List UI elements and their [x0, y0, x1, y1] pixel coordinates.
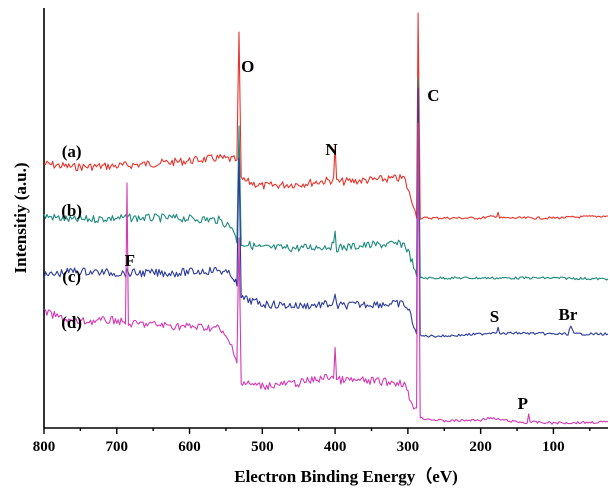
series-label: (a): [62, 142, 82, 161]
y-axis-title: Intensitiy (a.u.): [11, 163, 30, 274]
x-tick-label: 700: [106, 439, 129, 455]
axes: 800 700 600 500 400 300 200 100: [33, 8, 608, 455]
series-label: (c): [62, 267, 81, 286]
series-label: (d): [61, 313, 82, 332]
x-tick-label: 400: [324, 439, 347, 455]
series-label: (b): [61, 201, 82, 220]
x-tick-label: 500: [251, 439, 274, 455]
x-tick-label: 300: [397, 439, 420, 455]
labels: O N C F S Br P (a) (b) (c) (d): [61, 57, 578, 413]
peak-label: C: [427, 86, 439, 105]
series-line-0: [43, 12, 608, 220]
curves: [43, 12, 609, 425]
x-tick-label: 200: [469, 439, 492, 455]
peak-label: P: [518, 394, 528, 413]
peak-label: N: [325, 140, 338, 159]
x-tick-label: 800: [33, 439, 56, 455]
series-line-3: [43, 122, 609, 425]
peak-label: S: [490, 307, 499, 326]
peak-label: O: [241, 57, 254, 76]
x-tick-label: 100: [542, 439, 565, 455]
peak-label: Br: [559, 305, 578, 324]
series-line-2: [43, 87, 609, 338]
peak-label: F: [125, 251, 135, 270]
series-line-1: [43, 77, 609, 281]
x-axis-title: Electron Binding Energy（eV): [234, 466, 458, 486]
x-tick-label: 600: [178, 439, 201, 455]
